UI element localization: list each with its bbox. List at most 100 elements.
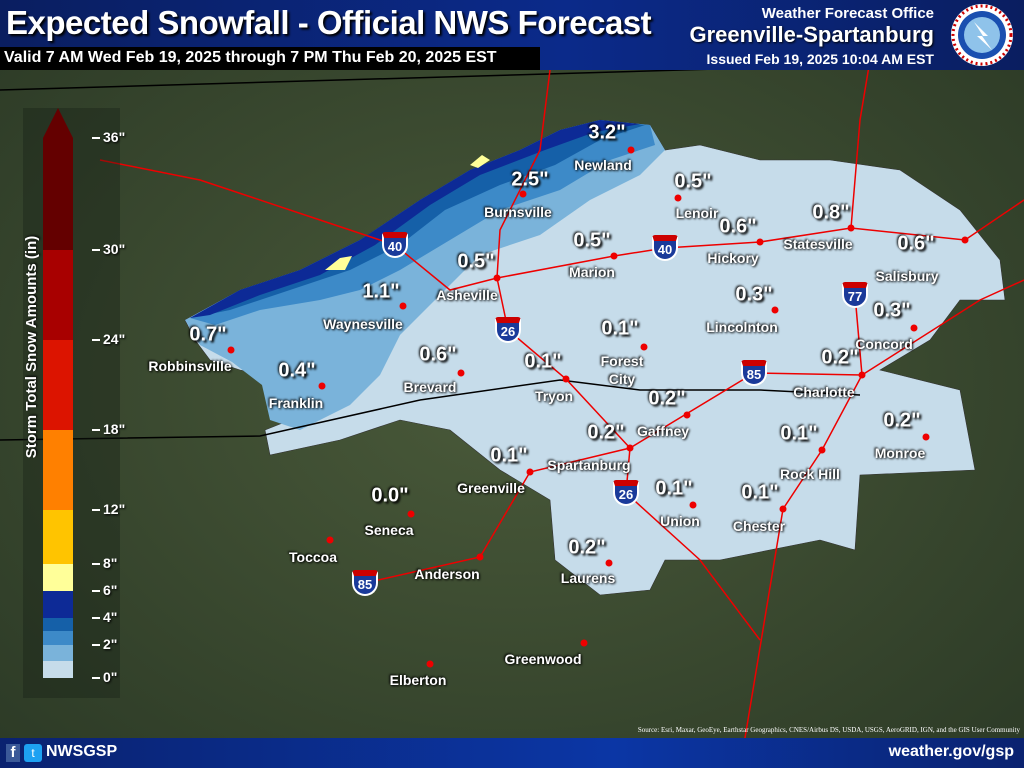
city-marker (519, 190, 527, 198)
twitter-icon[interactable]: t (24, 744, 42, 762)
city-marker (756, 238, 764, 246)
legend-tick-label: 0" (103, 669, 118, 685)
legend-band (43, 138, 73, 250)
legend-tick-mark (92, 509, 100, 511)
legend-title: Storm Total Snow Amounts (in) (23, 235, 40, 459)
city-marker (674, 194, 682, 202)
city-marker (961, 236, 969, 244)
city-name: Elberton (389, 672, 447, 688)
legend-tick-label: 18" (103, 421, 126, 437)
city-marker (580, 639, 588, 647)
legend-tick-mark (92, 644, 100, 646)
city-name: Concord (855, 336, 913, 352)
city-name: Marion (569, 264, 615, 280)
legend-tick-label: 8" (103, 555, 118, 571)
city-name: Union (660, 513, 700, 529)
snow-amount-label: 0.7" (189, 323, 227, 346)
city-name: Lincolnton (706, 319, 778, 335)
city-name: Brevard (403, 379, 457, 395)
website-link[interactable]: weather.gov/gsp (888, 743, 1014, 760)
snow-amount-label: 0.1" (780, 422, 818, 445)
snow-amount-label: 0.2" (568, 536, 606, 559)
legend-tick-label: 12" (103, 501, 126, 517)
city-marker (627, 146, 635, 154)
legend-band (43, 510, 73, 564)
snow-amount-label: 1.1" (362, 280, 400, 303)
legend-band (43, 250, 73, 340)
office-label: Weather Forecast Office (761, 5, 934, 22)
city-name: Toccoa (289, 549, 337, 565)
interstate-shield-icon: 40 (652, 235, 678, 261)
snow-amount-label: 0.4" (278, 359, 316, 382)
snow-amount-label: 0.5" (674, 170, 712, 193)
legend-tick-label: 30" (103, 241, 126, 257)
snow-amount-label: 0.5" (573, 229, 611, 252)
legend-tick-label: 24" (103, 331, 126, 347)
legend-band (43, 661, 73, 678)
city-name: Gaffney (636, 423, 690, 439)
valid-period: Valid 7 AM Wed Feb 19, 2025 through 7 PM… (0, 47, 540, 70)
legend-tick-mark (92, 617, 100, 619)
city-marker (922, 433, 930, 441)
snow-amount-label: 0.8" (812, 201, 850, 224)
city-name: Laurens (560, 570, 616, 586)
social-handle[interactable]: NWSGSP (46, 743, 118, 760)
snow-amount-label: 0.2" (587, 421, 625, 444)
snow-amount-label: 0.3" (735, 283, 773, 306)
city-marker (457, 369, 465, 377)
city-marker (626, 444, 634, 452)
snow-amount-label: 0.0" (371, 484, 409, 507)
interstate-shield-icon: 26 (613, 480, 639, 506)
legend-band (43, 564, 73, 591)
city-name: Greenville (457, 480, 525, 496)
legend-band (43, 430, 73, 510)
legend-arrow (43, 108, 73, 138)
interstate-shield-icon: 85 (741, 360, 767, 386)
legend-tick-label: 2" (103, 636, 118, 652)
facebook-icon[interactable]: f (6, 744, 20, 762)
city-marker (399, 302, 407, 310)
map-source-credit: Source: Esri, Maxar, GeoEye, Earthstar G… (637, 726, 1020, 734)
city-name: Waynesville (323, 316, 403, 332)
city-marker (779, 505, 787, 513)
city-marker (326, 536, 334, 544)
city-name: Salisbury (875, 268, 939, 284)
city-marker (683, 411, 691, 419)
issued-time: Issued Feb 19, 2025 10:04 AM EST (706, 51, 934, 67)
office-name: Greenville-Spartanburg (689, 22, 934, 47)
snow-amount-label: 0.1" (601, 317, 639, 340)
interstate-shield-icon: 26 (495, 317, 521, 343)
legend-colorbar (43, 108, 73, 678)
city-name: Monroe (874, 445, 926, 461)
city-marker (858, 371, 866, 379)
city-marker (689, 501, 697, 509)
snow-amount-label: 0.2" (821, 346, 859, 369)
snow-amount-label: 0.1" (524, 350, 562, 373)
city-marker (847, 224, 855, 232)
city-name: Lenoir (675, 205, 719, 221)
city-name: Newland (574, 157, 632, 173)
snow-amount-label: 2.5" (511, 168, 549, 191)
legend-band (43, 618, 73, 631)
city-name: Robbinsville (148, 358, 232, 374)
city-marker (818, 446, 826, 454)
city-name: Rock Hill (780, 466, 840, 482)
city-name: Forest City (600, 353, 644, 387)
city-name: Seneca (364, 522, 414, 538)
city-marker (526, 468, 534, 476)
city-marker (562, 375, 570, 383)
city-marker (476, 553, 484, 561)
city-marker (407, 510, 415, 518)
snow-amount-label: 0.1" (490, 444, 528, 467)
snow-amount-label: 0.1" (655, 477, 693, 500)
snow-amount-label: 0.6" (897, 232, 935, 255)
legend-tick-mark (92, 339, 100, 341)
legend-tick-mark (92, 677, 100, 679)
city-marker (910, 324, 918, 332)
city-marker (605, 559, 613, 567)
legend-tick-mark (92, 249, 100, 251)
interstate-shield-icon: 77 (842, 282, 868, 308)
snow-amount-label: 3.2" (588, 121, 626, 144)
city-marker (610, 252, 618, 260)
